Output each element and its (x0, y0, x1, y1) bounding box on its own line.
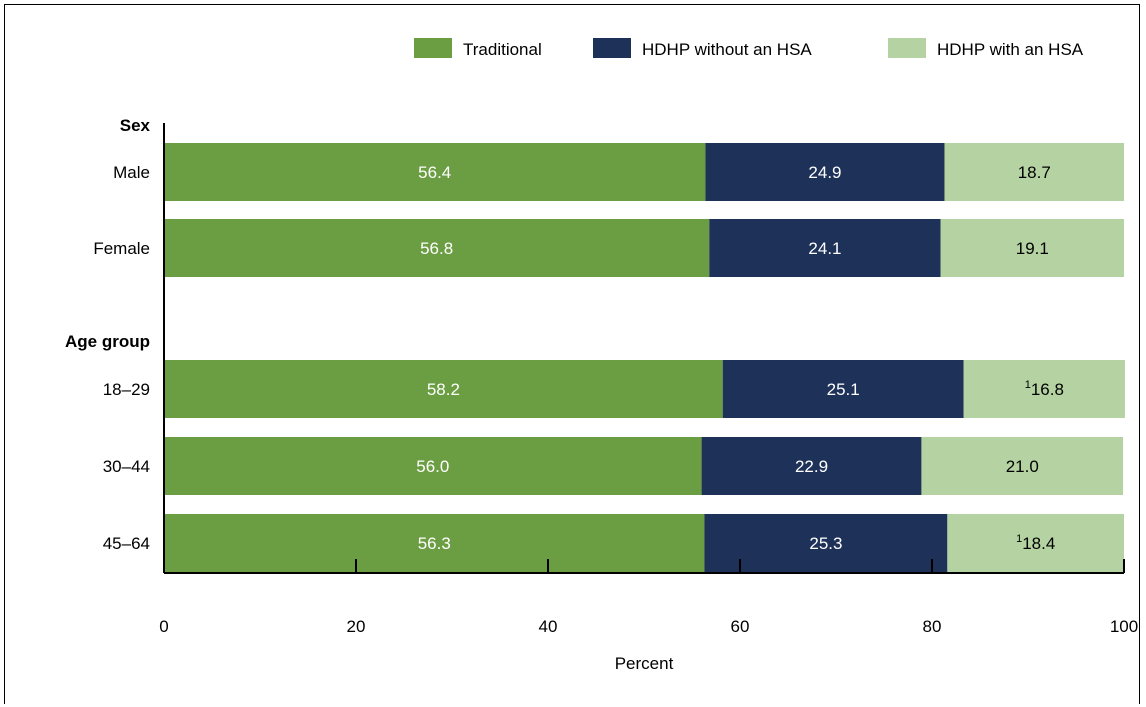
footnote-mark: 1 (1025, 379, 1031, 391)
category-label-45-64: 45–64 (103, 534, 150, 553)
bar-female-traditional (164, 219, 710, 277)
bar-male-hdhp-without-an-hsa (705, 143, 945, 201)
chart-frame (4, 4, 1140, 704)
data-label-female-hdhp-with-an-hsa: 19.1 (1016, 239, 1049, 258)
bars: 56.4 24.9 18.7 56.8 24.1 19.1 58.2 25.1 116.8 56.… (164, 143, 1125, 572)
x-axis-title: Percent (615, 654, 674, 673)
legend: Traditional HDHP without an HSA HDHP with … (414, 38, 1084, 59)
data-label-45-64-hdhp-without-an-hsa: 25.3 (809, 534, 842, 553)
axes: 0 20 40 60 80 100 (159, 123, 1138, 636)
footnote-mark: 1 (1016, 533, 1022, 545)
bar-18-29-traditional (164, 360, 723, 418)
x-tick-label-20: 20 (347, 617, 366, 636)
data-label-30-44-hdhp-with-an-hsa: 21.0 (1006, 457, 1039, 476)
bar-30-44-traditional (164, 437, 702, 495)
x-tick-label-40: 40 (539, 617, 558, 636)
legend-swatch-hdhp-without-an-hsa (593, 38, 631, 58)
x-tick-label-0: 0 (159, 617, 168, 636)
bar-18-29-hdhp-with-an-hsa (963, 360, 1125, 418)
data-label-male-hdhp-with-an-hsa: 18.7 (1018, 163, 1051, 182)
bar-30-44-hdhp-without-an-hsa (701, 437, 922, 495)
bar-45-64-traditional (164, 514, 705, 572)
data-label-female-traditional: 56.8 (420, 239, 453, 258)
group-label-age-group: Age group (65, 332, 150, 351)
data-label-male-hdhp-without-an-hsa: 24.9 (808, 163, 841, 182)
bar-female-hdhp-without-an-hsa (709, 219, 941, 277)
data-label-female-hdhp-without-an-hsa: 24.1 (808, 239, 841, 258)
category-label-male: Male (113, 163, 150, 182)
data-label-45-64-traditional: 56.3 (418, 534, 451, 553)
legend-swatch-traditional (414, 38, 452, 58)
category-label-18-29: 18–29 (103, 380, 150, 399)
legend-label-traditional: Traditional (463, 40, 542, 59)
data-label-30-44-hdhp-without-an-hsa: 22.9 (795, 457, 828, 476)
bar-45-64-hdhp-with-an-hsa (947, 514, 1124, 572)
x-tick-label-80: 80 (923, 617, 942, 636)
bar-45-64-hdhp-without-an-hsa (704, 514, 948, 572)
data-label-18-29-hdhp-with-an-hsa: 116.8 (1025, 379, 1064, 399)
category-labels: Male Female 18–29 30–44 45–64 (93, 163, 150, 553)
x-tick-label-60: 60 (731, 617, 750, 636)
data-label-male-traditional: 56.4 (418, 163, 451, 182)
bar-male-traditional (164, 143, 706, 201)
data-label-30-44-traditional: 56.0 (416, 457, 449, 476)
category-label-30-44: 30–44 (103, 457, 150, 476)
data-label-18-29-hdhp-without-an-hsa: 25.1 (827, 380, 860, 399)
data-label-18-29-traditional: 58.2 (427, 380, 460, 399)
legend-label-hdhp-with-an-hsa: HDHP with an HSA (937, 40, 1084, 59)
bar-male-hdhp-with-an-hsa (944, 143, 1124, 201)
legend-swatch-hdhp-with-an-hsa (888, 38, 926, 58)
category-label-female: Female (93, 239, 150, 258)
group-labels: Sex Age group (65, 116, 151, 351)
bar-female-hdhp-with-an-hsa (940, 219, 1124, 277)
legend-label-hdhp-without-an-hsa: HDHP without an HSA (642, 40, 812, 59)
bar-30-44-hdhp-with-an-hsa (921, 437, 1124, 495)
group-label-sex: Sex (120, 116, 151, 135)
x-tick-label-100: 100 (1110, 617, 1138, 636)
bar-18-29-hdhp-without-an-hsa (722, 360, 964, 418)
data-label-45-64-hdhp-with-an-hsa: 118.4 (1016, 533, 1055, 553)
